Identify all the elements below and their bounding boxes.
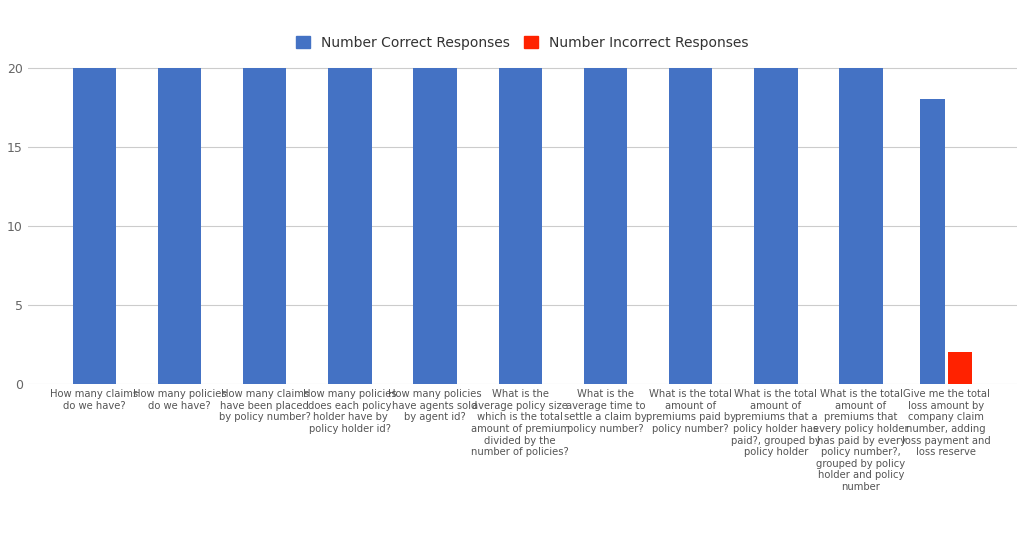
- Bar: [499, 67, 542, 384]
- Bar: [158, 67, 202, 384]
- Bar: [754, 67, 798, 384]
- Bar: [73, 67, 116, 384]
- Bar: [414, 67, 457, 384]
- Bar: [243, 67, 287, 384]
- Bar: [947, 352, 972, 384]
- Bar: [669, 67, 713, 384]
- Bar: [329, 67, 372, 384]
- Bar: [840, 67, 883, 384]
- Legend: Number Correct Responses, Number Incorrect Responses: Number Correct Responses, Number Incorre…: [291, 30, 754, 55]
- Bar: [921, 99, 945, 384]
- Bar: [584, 67, 627, 384]
